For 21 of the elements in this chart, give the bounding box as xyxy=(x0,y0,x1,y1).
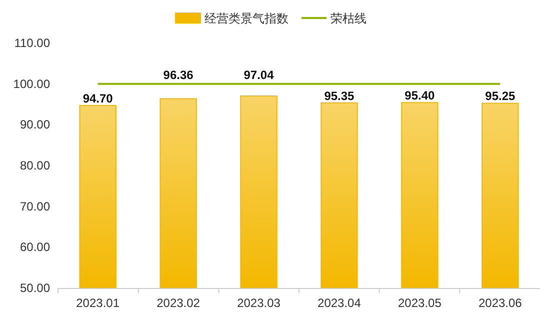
x-tick-label: 2023.04 xyxy=(318,296,362,310)
y-tick-label: 100.00 xyxy=(13,76,50,91)
data-label: 95.40 xyxy=(404,88,436,103)
y-tick-label: 110.00 xyxy=(14,36,50,50)
y-tick-label: 50.00 xyxy=(20,281,50,295)
x-tick-label: 2023.01 xyxy=(76,296,120,310)
y-tick-label: 60.00 xyxy=(20,240,50,254)
legend-label: 荣枯线 xyxy=(330,12,366,26)
x-tick-label: 2023.06 xyxy=(478,296,522,310)
data-label: 94.70 xyxy=(82,91,114,106)
data-label: 95.35 xyxy=(324,88,355,103)
y-tick-label: 90.00 xyxy=(20,118,50,132)
x-tick-label: 2023.05 xyxy=(398,296,442,310)
data-label: 96.36 xyxy=(163,68,194,82)
y-tick-label: 70.00 xyxy=(20,199,50,214)
data-label: 97.04 xyxy=(244,68,274,82)
x-tick-label: 2023.03 xyxy=(237,296,281,310)
y-tick-label: 80.00 xyxy=(20,158,50,172)
x-tick-label: 2023.02 xyxy=(156,296,200,310)
legend-label: 经营类景气指数 xyxy=(204,12,288,26)
data-label: 95.25 xyxy=(485,89,516,104)
